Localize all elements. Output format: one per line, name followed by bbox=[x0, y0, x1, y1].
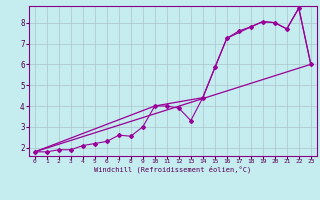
X-axis label: Windchill (Refroidissement éolien,°C): Windchill (Refroidissement éolien,°C) bbox=[94, 166, 252, 173]
